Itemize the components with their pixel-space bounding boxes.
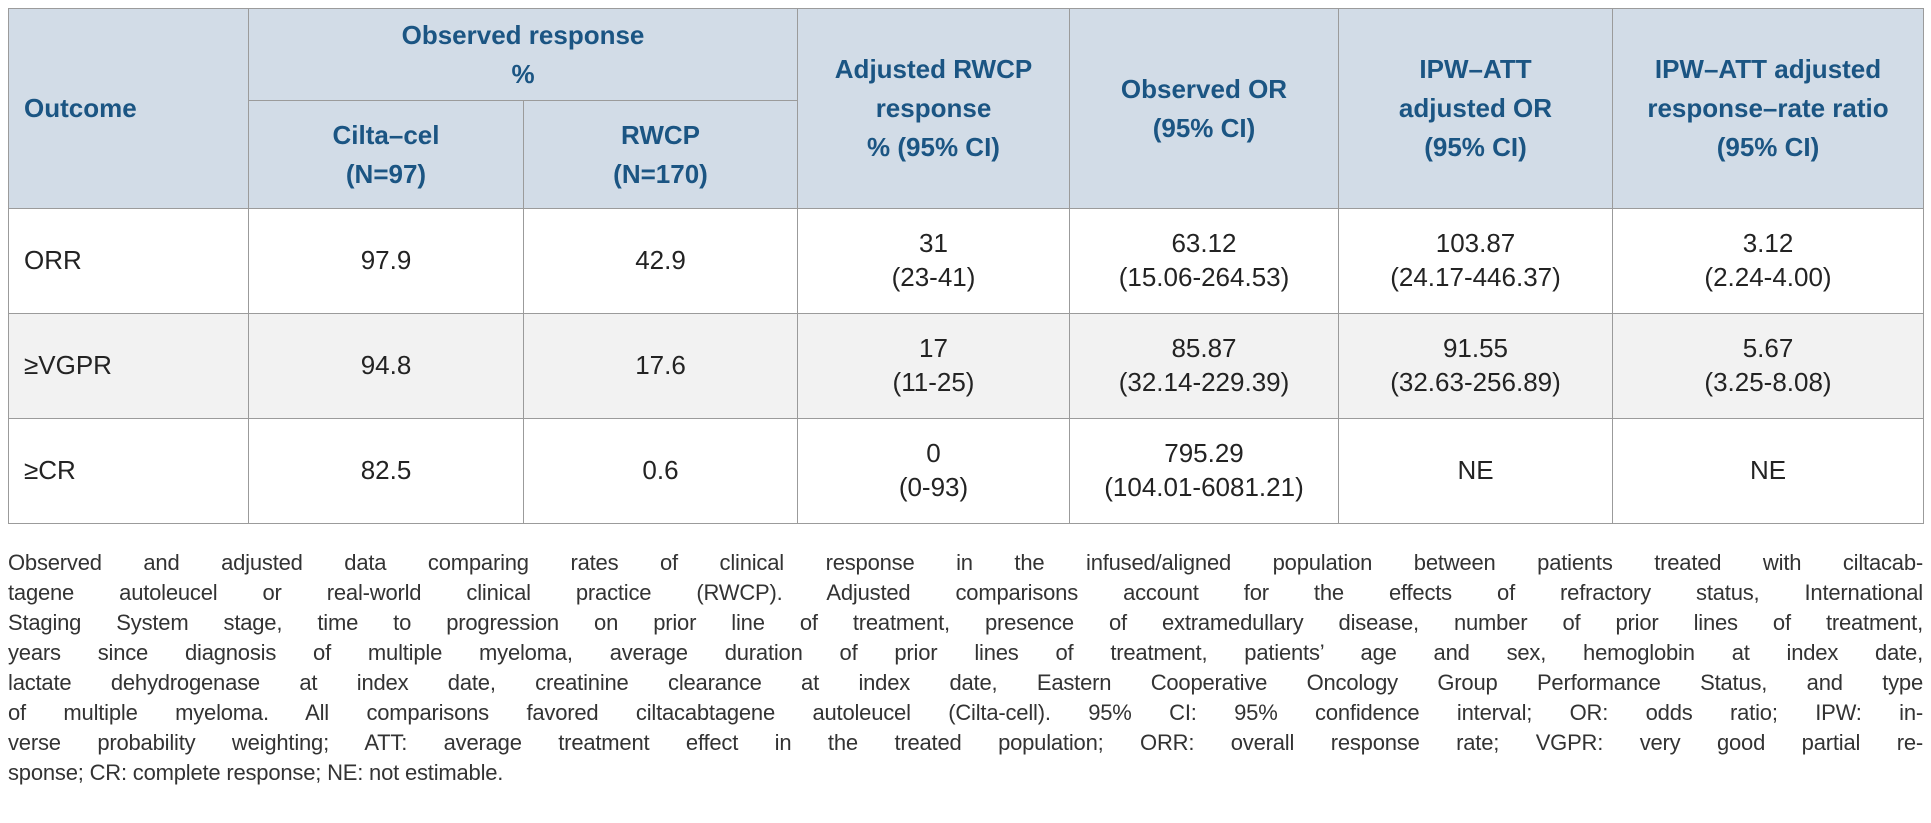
table-row-cr: ≥CR 82.5 0.6 0 (0-93) 795.29 (104.01-608…: [8, 418, 1924, 524]
cell-cr-rwcp: 0.6: [523, 418, 798, 524]
cell-cr-ipw-att-or: NE: [1338, 418, 1613, 524]
caption-line: sponse; CR: complete response; NE: not e…: [8, 760, 504, 785]
cell-orr-outcome: ORR: [8, 208, 249, 314]
cell-cr-adjusted-rwcp: 0 (0-93): [797, 418, 1070, 524]
cell-orr-rwcp: 42.9: [523, 208, 798, 314]
caption-line: of multiple myeloma. All comparisons fav…: [8, 700, 1923, 725]
table-row-vgpr: ≥VGPR 94.8 17.6 17 (11-25) 85.87 (32.14-…: [8, 313, 1924, 419]
cell-vgpr-outcome: ≥VGPR: [8, 313, 249, 419]
cell-vgpr-adjusted-rwcp: 17 (11-25): [797, 313, 1070, 419]
cell-vgpr-rwcp: 17.6: [523, 313, 798, 419]
table-row-orr: ORR 97.9 42.9 31 (23-41) 63.12 (15.06-26…: [8, 208, 1924, 314]
caption-line: years since diagnosis of multiple myelom…: [8, 640, 1923, 665]
cell-cr-cilta-cel: 82.5: [248, 418, 524, 524]
header-adjusted-rwcp-response: Adjusted RWCP response % (95% CI): [797, 8, 1070, 209]
header-observed-response-group: Observed response %: [248, 8, 798, 101]
cell-vgpr-ipw-att-rrr: 5.67 (3.25-8.08): [1612, 313, 1924, 419]
cell-orr-ipw-att-rrr: 3.12 (2.24-4.00): [1612, 208, 1924, 314]
figure-caption: Observed and adjusted data comparing rat…: [8, 548, 1923, 788]
header-ipw-att-adjusted-or: IPW–ATT adjusted OR (95% CI): [1338, 8, 1613, 209]
caption-line: verse probability weighting; ATT: averag…: [8, 730, 1923, 755]
cell-vgpr-observed-or: 85.87 (32.14-229.39): [1069, 313, 1339, 419]
caption-line: Staging System stage, time to progressio…: [8, 610, 1923, 635]
cell-orr-observed-or: 63.12 (15.06-264.53): [1069, 208, 1339, 314]
cell-orr-ipw-att-or: 103.87 (24.17-446.37): [1338, 208, 1613, 314]
header-observed-or: Observed OR (95% CI): [1069, 8, 1339, 209]
caption-line: tagene autoleucel or real-world clinical…: [8, 580, 1923, 605]
cell-cr-outcome: ≥CR: [8, 418, 249, 524]
caption-line: Observed and adjusted data comparing rat…: [8, 550, 1923, 575]
header-outcome: Outcome: [8, 8, 249, 209]
header-row-sub: Cilta–cel (N=97) RWCP (N=170): [9, 100, 1924, 209]
header-cilta-cel: Cilta–cel (N=97): [248, 100, 524, 209]
cell-cr-ipw-att-rrr: NE: [1612, 418, 1924, 524]
caption-line: lactate dehydrogenase at index date, cre…: [8, 670, 1923, 695]
cell-vgpr-cilta-cel: 94.8: [248, 313, 524, 419]
header-ipw-att-response-rate-ratio: IPW–ATT adjusted response–rate ratio (95…: [1612, 8, 1924, 209]
header-row-top: Outcome Observed response % Adjusted RWC…: [8, 8, 1924, 209]
cell-orr-cilta-cel: 97.9: [248, 208, 524, 314]
header-rwcp: RWCP (N=170): [523, 100, 798, 209]
cell-vgpr-ipw-att-or: 91.55 (32.63-256.89): [1338, 313, 1613, 419]
cell-cr-observed-or: 795.29 (104.01-6081.21): [1069, 418, 1339, 524]
cell-orr-adjusted-rwcp: 31 (23-41): [797, 208, 1070, 314]
results-table: Outcome Observed response % Adjusted RWC…: [8, 8, 1924, 524]
